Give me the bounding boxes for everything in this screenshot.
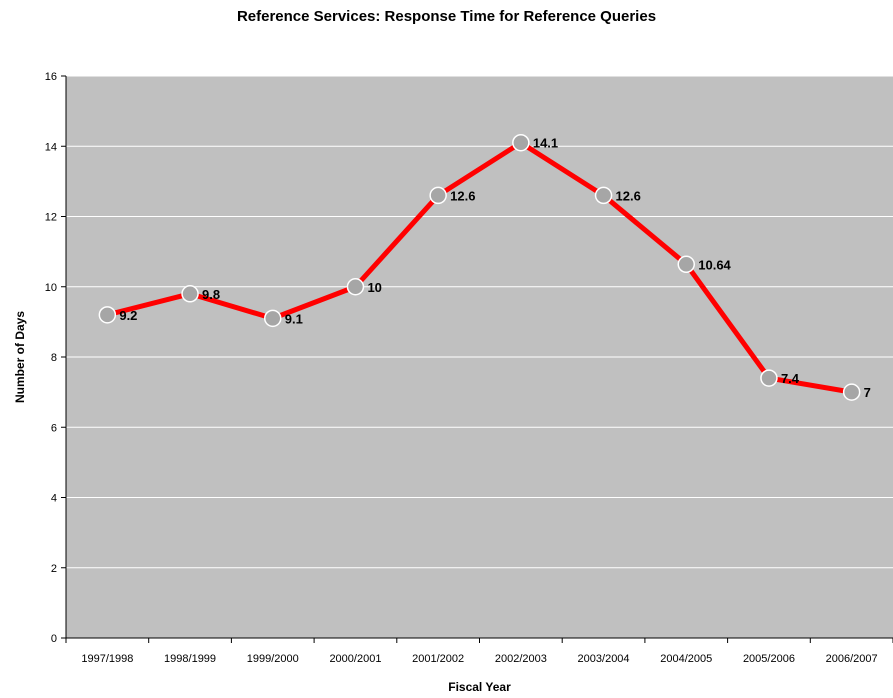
data-label: 12.6 [616,188,641,203]
chart-title: Reference Services: Response Time for Re… [236,8,657,25]
y-tick-label: 0 [51,633,57,645]
data-label: 14.1 [533,136,558,151]
data-label: 12.6 [450,188,475,203]
x-tick-label: 2002/2003 [495,653,547,665]
y-tick-label: 8 [51,352,57,364]
data-point [181,285,199,303]
series-line [106,140,853,395]
x-axis-label: Fiscal Year [448,680,511,694]
y-tick-label: 6 [51,422,57,434]
data-point [842,383,861,401]
data-point [98,306,117,324]
data-label: 10.64 [698,257,731,272]
data-label: 10 [367,280,381,295]
x-tick-label: 2005/2006 [743,653,795,665]
x-tick-label: 1999/2000 [247,653,299,665]
y-tick-label: 16 [45,71,57,83]
x-tick-label: 2001/2002 [412,653,464,665]
data-point [346,278,365,296]
y-tick-label: 10 [45,282,57,294]
x-tick-label: 1997/1998 [81,653,133,665]
data-label: 9.1 [285,311,303,326]
data-point [512,133,530,152]
x-tick-label: 2003/2004 [578,653,630,665]
y-tick-label: 14 [45,141,57,153]
data-label: 7.4 [781,371,800,386]
data-point [594,186,613,205]
series-layer: 9.2 9.8 9.1 10 12.6 14.1 12.6 10.64 7.4 7 [98,133,871,401]
data-point [429,186,447,205]
data-point [264,309,282,328]
y-tick-label: 12 [45,212,57,224]
x-tick-label: 2004/2005 [660,653,712,665]
data-label: 9.2 [119,308,137,323]
y-tick-label: 4 [51,493,57,505]
axes: 0 2 4 6 8 10 12 14 16 1997/1998 1998/1999 1999/2000… [45,71,893,665]
y-axis-label: Number of Days [13,311,27,403]
x-tick-label: 2006/2007 [826,653,878,665]
x-tick-label: 2000/2001 [329,653,381,665]
data-label: 9.8 [202,287,220,302]
data-point [760,369,778,387]
data-label: 7 [864,385,871,400]
data-point [677,255,695,274]
y-tick-label: 2 [51,563,57,575]
x-tick-label: 1998/1999 [164,653,216,665]
